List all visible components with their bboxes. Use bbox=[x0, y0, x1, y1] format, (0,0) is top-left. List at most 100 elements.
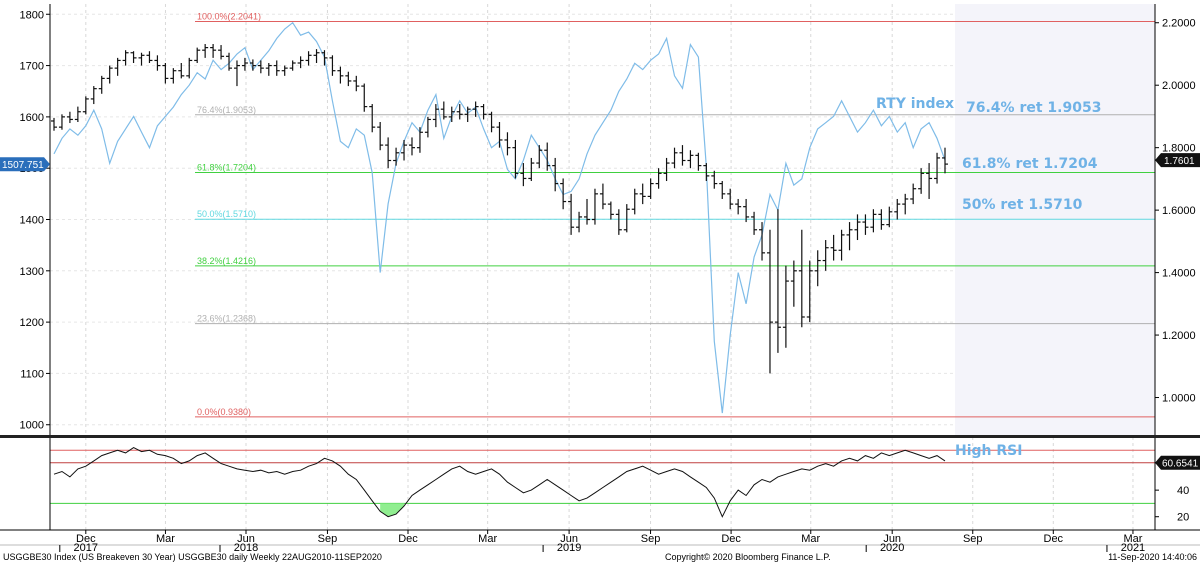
ohlc-bar bbox=[345, 71, 352, 87]
month-tick-label: Sep bbox=[963, 533, 983, 545]
right-tick-label: 1.2000 bbox=[1162, 330, 1196, 342]
month-tick-label: Mar bbox=[1123, 533, 1142, 545]
left-tick-label: 1000 bbox=[20, 420, 44, 432]
ohlc-bar bbox=[528, 157, 535, 182]
ohlc-bar bbox=[226, 52, 233, 71]
ohlc-bar bbox=[846, 222, 853, 251]
ohlc-bar bbox=[568, 193, 575, 235]
ohlc-bar bbox=[902, 193, 909, 215]
ohlc-bar bbox=[806, 260, 813, 323]
month-tick-label: Dec bbox=[76, 533, 96, 545]
ohlc-bar bbox=[385, 137, 392, 169]
right-tick-label: 1.0000 bbox=[1162, 393, 1196, 405]
ohlc-bar bbox=[377, 122, 384, 151]
ohlc-bar bbox=[249, 59, 256, 71]
footer-source: USGGBE30 Index (US Breakeven 30 Year) US… bbox=[3, 552, 382, 562]
ohlc-bar bbox=[766, 229, 773, 374]
month-tick-label: Jun bbox=[237, 533, 255, 545]
ohlc-bar bbox=[297, 56, 304, 69]
ohlc-bar bbox=[472, 101, 479, 117]
year-tick-label: 2021 bbox=[1121, 542, 1145, 554]
ohlc-bar bbox=[679, 145, 686, 166]
month-tick-label: Dec bbox=[398, 533, 418, 545]
ohlc-bar bbox=[830, 234, 837, 261]
left-tick-label: 1100 bbox=[20, 368, 44, 380]
ohlc-bar bbox=[655, 168, 662, 189]
ohlc-bar bbox=[910, 183, 917, 205]
ohlc-bar bbox=[782, 265, 789, 348]
ohlc-bar bbox=[401, 139, 408, 161]
high-rsi-label: High RSI bbox=[955, 443, 1022, 459]
right-tick-label: 2.0000 bbox=[1162, 80, 1196, 92]
ohlc-bar bbox=[432, 104, 439, 128]
ohlc-bar bbox=[122, 50, 129, 66]
ohlc-bar bbox=[647, 178, 654, 199]
month-tick-label: Sep bbox=[641, 533, 661, 545]
ohlc-bar bbox=[424, 116, 431, 138]
year-tick-label: 2020 bbox=[880, 542, 904, 554]
fib-level-label: 100.0%(2.2041) bbox=[197, 11, 261, 21]
ohlc-bar bbox=[98, 75, 105, 94]
ohlc-bar bbox=[942, 147, 948, 174]
ohlc-bar bbox=[544, 142, 551, 171]
ohlc-bar bbox=[520, 163, 527, 187]
ohlc-bar bbox=[719, 181, 726, 199]
ohlc-bar bbox=[408, 137, 415, 156]
ret-618-label: 61.8% ret 1.7204 bbox=[962, 156, 1098, 172]
month-tick-label: Dec bbox=[1044, 533, 1064, 545]
ohlc-bar bbox=[687, 150, 694, 169]
ohlc-bar bbox=[774, 209, 781, 353]
fib-level-label: 0.0%(0.9380) bbox=[197, 407, 251, 417]
ohlc-bar bbox=[74, 106, 81, 123]
ohlc-bar bbox=[552, 157, 559, 192]
ohlc-bar bbox=[281, 65, 288, 76]
last-left-tag-text: 1507.751 bbox=[2, 160, 44, 171]
ohlc-bar bbox=[337, 66, 344, 84]
year-tick-label: 2018 bbox=[234, 542, 258, 554]
ohlc-bar bbox=[202, 44, 209, 58]
ohlc-bar bbox=[329, 55, 336, 76]
ohlc-bar bbox=[58, 114, 65, 130]
ohlc-bar bbox=[599, 183, 606, 210]
ohlc-bar bbox=[361, 83, 368, 112]
ohlc-bar bbox=[703, 163, 710, 182]
ohlc-bar bbox=[146, 51, 153, 64]
ohlc-bar bbox=[456, 104, 463, 120]
ohlc-bar bbox=[838, 229, 845, 261]
ohlc-bar bbox=[82, 96, 89, 115]
ohlc-bar bbox=[886, 206, 893, 228]
ohlc-bar bbox=[798, 229, 805, 328]
ohlc-bar bbox=[106, 65, 113, 84]
rsi-tick-label: 40 bbox=[1177, 485, 1189, 497]
ohlc-bar bbox=[663, 157, 670, 182]
ohlc-bar bbox=[170, 68, 177, 84]
ohlc-bar bbox=[416, 127, 423, 153]
right-tick-label: 2.2000 bbox=[1162, 18, 1196, 30]
left-tick-label: 1300 bbox=[20, 266, 44, 278]
ohlc-bar bbox=[878, 209, 885, 230]
month-tick-label: Dec bbox=[721, 533, 741, 545]
month-tick-label: Jun bbox=[883, 533, 901, 545]
year-tick-label: 2017 bbox=[74, 542, 98, 554]
ohlc-bar bbox=[870, 209, 877, 233]
rsi-tick-label: 20 bbox=[1177, 512, 1189, 524]
ohlc-bar bbox=[233, 60, 240, 87]
fib-level-label: 76.4%(1.9053) bbox=[197, 105, 256, 115]
ohlc-bar bbox=[241, 57, 248, 71]
month-tick-label: Mar bbox=[801, 533, 820, 545]
ohlc-bar bbox=[265, 63, 272, 76]
month-tick-label: Mar bbox=[156, 533, 175, 545]
ohlc-bar bbox=[934, 152, 941, 184]
ohlc-bar bbox=[496, 122, 503, 148]
ohlc-bar bbox=[894, 198, 901, 220]
footer-timestamp: 11-Sep-2020 14:40:06 bbox=[1108, 552, 1197, 562]
left-tick-label: 1600 bbox=[20, 112, 44, 124]
ohlc-bar bbox=[504, 132, 511, 156]
last-right-tag bbox=[1155, 153, 1200, 168]
fibonacci-levels: 100.0%(2.2041) 76.4%(1.9053) 61.8%(1.7204)… bbox=[195, 11, 1155, 418]
axes: 1000110012001300140015001600170018001.00… bbox=[0, 4, 1200, 554]
ohlc-bar bbox=[790, 260, 797, 307]
ohlc-bar bbox=[759, 222, 766, 261]
month-tick-label: Sep bbox=[318, 533, 338, 545]
